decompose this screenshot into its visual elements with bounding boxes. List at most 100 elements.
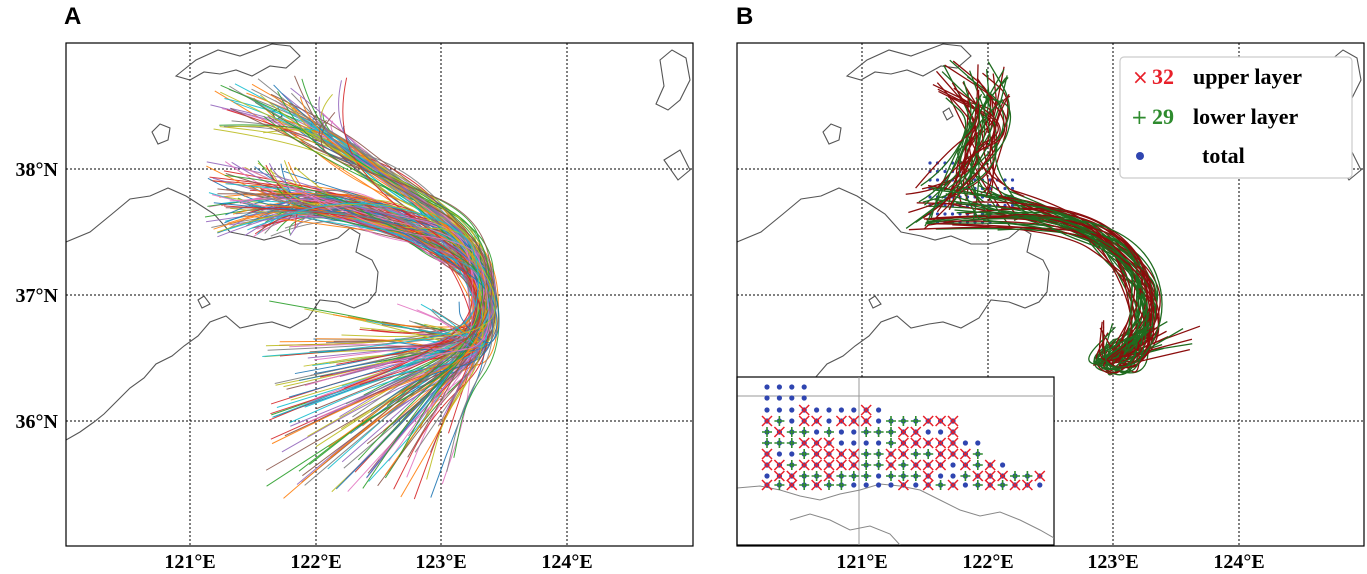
inset-upper-marker <box>835 459 847 471</box>
inset-lower-marker <box>861 460 872 470</box>
panel-a-xtick-121: 121°E <box>164 551 215 573</box>
panel-a-xtick-122: 122°E <box>290 551 341 573</box>
trajectory-line <box>227 125 484 342</box>
inset-lower-marker <box>1022 471 1033 481</box>
coast-segment <box>822 123 842 145</box>
legend-dot-marker <box>1136 152 1144 160</box>
inset-lower-marker <box>886 427 896 437</box>
inset-upper-marker <box>922 437 934 449</box>
inset-total-dot <box>913 482 919 488</box>
inset-upper-marker <box>885 448 897 460</box>
panel-b-xtick-121: 121°E <box>836 551 887 573</box>
panel-b-letter: B <box>736 3 753 30</box>
inset-upper-marker <box>922 459 934 471</box>
legend-lower-count: 29 <box>1152 104 1174 129</box>
inset-total-dot <box>950 473 956 479</box>
inset-upper-marker <box>897 448 909 460</box>
inset-lower-marker <box>972 449 983 459</box>
panel-a-xtick-124: 124°E <box>541 551 592 573</box>
inset-upper-marker <box>947 437 959 449</box>
inset-lower-marker <box>910 416 921 426</box>
upper-layer-trajectory <box>937 88 1009 189</box>
inset-lower-marker <box>774 480 785 490</box>
inset-upper-marker <box>860 404 872 416</box>
legend-x-marker: × <box>1132 65 1149 89</box>
panel-b-trajectories <box>905 59 1201 376</box>
panel-b-frame <box>736 42 1365 547</box>
inset-lower-marker <box>774 416 785 426</box>
inset-lower-marker <box>762 427 772 437</box>
trajectory-line <box>247 202 479 358</box>
trajectory-line <box>242 166 490 370</box>
panel-b: B × 32 upper layer <box>736 3 1365 573</box>
inset-lower-marker <box>873 427 884 437</box>
inset-upper-marker <box>848 459 860 471</box>
inset-lower-marker <box>786 460 797 470</box>
inset-upper-marker <box>761 448 773 460</box>
inset-lower-marker <box>960 471 971 481</box>
inset-total-dot <box>814 429 820 435</box>
inset-total-dot <box>814 407 820 413</box>
inset-total-dot <box>950 462 956 468</box>
panel-b-xtick-123: 123°E <box>1087 551 1138 573</box>
inset-upper-marker <box>947 479 959 491</box>
inset-total-dot <box>938 473 944 479</box>
inset-upper-marker <box>935 415 947 427</box>
release-point <box>1003 178 1007 182</box>
inset-total-dot <box>789 384 795 390</box>
inset-total-dot <box>776 451 783 457</box>
inset-total-dot <box>764 395 770 401</box>
panel-a-coastline <box>66 43 691 441</box>
coast-segment <box>151 123 171 145</box>
inset-total-dot <box>838 407 845 413</box>
inset-total-dot <box>1037 482 1043 488</box>
inset-lower-marker <box>972 480 983 490</box>
upper-layer-trajectory <box>922 93 1010 219</box>
inset-upper-marker <box>947 415 959 427</box>
release-point <box>950 212 955 216</box>
inset-upper-marker <box>935 448 947 460</box>
release-point <box>1010 186 1015 191</box>
inset-lower-marker <box>886 471 896 481</box>
inset-upper-marker <box>959 448 971 460</box>
inset-upper-marker <box>823 437 835 449</box>
inset-upper-marker <box>811 448 823 460</box>
release-point <box>1010 178 1015 182</box>
inset-lower-marker <box>799 480 810 490</box>
lower-layer-trajectory <box>948 70 991 210</box>
panel-a-trajectories <box>204 75 500 500</box>
inset-lower-marker <box>886 438 896 448</box>
inset-total-dot <box>975 440 981 446</box>
inset-upper-marker <box>823 448 835 460</box>
inset-upper-marker <box>997 470 1009 482</box>
inset-total-dot <box>876 473 882 479</box>
inset-upper-marker <box>811 437 823 449</box>
upper-layer-trajectory <box>936 82 978 213</box>
inset-upper-marker <box>761 415 773 427</box>
inset-upper-marker <box>811 459 823 471</box>
lower-layer-trajectory <box>954 209 1152 370</box>
inset-total-dot <box>776 395 783 401</box>
inset-upper-marker <box>835 448 847 460</box>
legend-lower-label: lower layer <box>1193 104 1299 129</box>
inset-coastline <box>737 483 1054 545</box>
inset-lower-marker <box>836 480 847 490</box>
release-point <box>1010 203 1015 208</box>
inset-lower-marker <box>774 438 785 448</box>
coast-segment <box>174 43 301 81</box>
inset-total-dot <box>764 407 770 413</box>
inset-lower-marker <box>972 460 983 470</box>
legend-item-upper: × 32 upper layer <box>1132 64 1302 89</box>
inset-lower-marker <box>762 438 772 448</box>
inset-upper-marker <box>922 415 934 427</box>
lower-layer-trajectory <box>924 93 983 227</box>
lower-layer-trajectory <box>956 211 1155 370</box>
inset-total-dot <box>876 482 882 488</box>
inset-total-dot <box>851 429 857 435</box>
upper-layer-trajectory <box>985 213 1160 362</box>
inset-upper-marker <box>984 459 996 471</box>
legend-item-total: total <box>1136 143 1245 168</box>
inset-upper-marker <box>959 459 971 471</box>
trajectory-line <box>301 78 490 458</box>
